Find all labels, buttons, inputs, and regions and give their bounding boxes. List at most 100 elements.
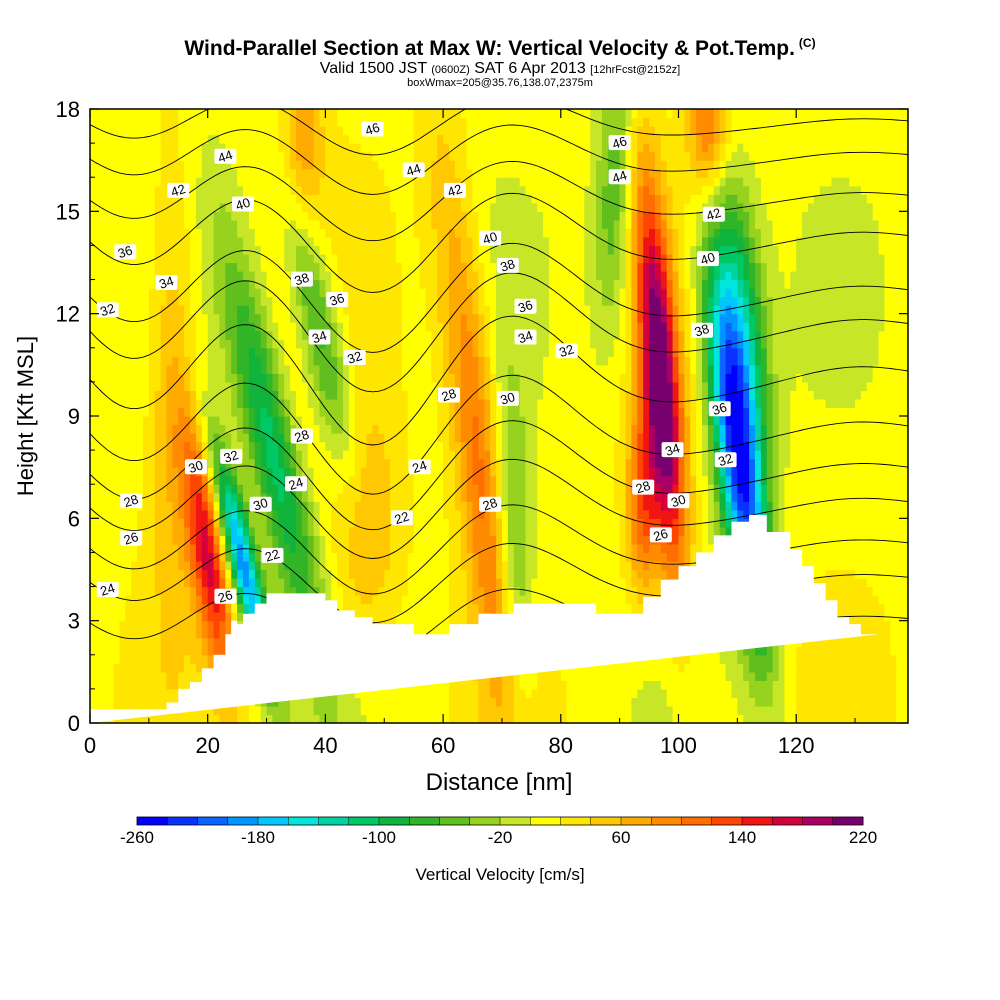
field-cell — [219, 271, 226, 281]
field-cell — [319, 450, 326, 460]
field-cell — [378, 390, 385, 400]
field-cell — [178, 228, 185, 238]
field-cell — [172, 629, 179, 639]
field-cell — [207, 543, 215, 554]
field-cell — [307, 296, 315, 306]
field-cell — [313, 475, 321, 485]
field-cell — [331, 236, 338, 247]
field-cell — [142, 109, 150, 119]
field-cell — [443, 364, 450, 374]
field-cell — [213, 543, 221, 554]
field-cell — [190, 347, 197, 357]
field-cell — [366, 612, 374, 622]
field-cell — [319, 398, 326, 409]
field-cell — [443, 381, 450, 392]
field-cell — [95, 450, 103, 460]
field-cell — [131, 637, 138, 647]
field-cell — [178, 330, 185, 340]
field-cell — [307, 578, 315, 588]
field-cell — [390, 467, 397, 477]
field-cell — [419, 126, 427, 136]
field-cell — [413, 245, 421, 255]
field-cell — [472, 151, 479, 161]
field-cell — [272, 339, 279, 349]
field-cell — [190, 552, 197, 562]
field-cell — [142, 697, 150, 707]
field-cell — [407, 126, 415, 136]
field-cell — [472, 160, 479, 170]
field-cell — [290, 373, 297, 383]
field-cell — [337, 543, 344, 554]
field-cell — [272, 509, 279, 519]
field-cell — [113, 279, 121, 289]
field-cell — [319, 185, 326, 195]
field-cell — [425, 526, 432, 536]
field-cell — [142, 245, 150, 255]
field-cell — [248, 705, 256, 716]
field-cell — [284, 450, 291, 460]
field-cell — [313, 424, 321, 434]
field-cell — [378, 245, 385, 255]
field-cell — [472, 126, 479, 136]
field-cell — [101, 663, 109, 673]
field-cell — [248, 603, 256, 613]
field-cell — [154, 117, 162, 127]
field-cell — [160, 433, 168, 443]
field-cell — [213, 279, 221, 289]
field-cell — [178, 603, 185, 613]
field-cell — [90, 390, 97, 400]
field-cell — [472, 288, 479, 298]
field-cell — [148, 407, 156, 417]
field-cell — [243, 143, 250, 153]
field-cell — [484, 518, 491, 528]
field-cell — [460, 578, 468, 588]
field-cell — [366, 211, 374, 221]
field-cell — [390, 151, 397, 161]
field-cell — [413, 518, 421, 528]
field-cell — [301, 356, 309, 366]
field-cell — [207, 578, 215, 588]
field-cell — [490, 177, 497, 187]
field-cell — [254, 228, 262, 238]
field-cell — [190, 620, 197, 630]
field-cell — [178, 364, 185, 374]
field-cell — [337, 364, 344, 374]
field-cell — [443, 202, 450, 212]
field-cell — [201, 347, 209, 357]
field-cell — [413, 688, 421, 699]
field-cell — [460, 177, 468, 187]
field-cell — [348, 109, 356, 119]
field-cell — [190, 526, 197, 536]
field-cell — [348, 305, 356, 315]
field-cell — [207, 356, 215, 366]
field-cell — [90, 424, 97, 434]
field-cell — [201, 245, 209, 255]
field-cell — [401, 322, 409, 332]
field-cell — [137, 441, 144, 451]
field-cell — [248, 253, 256, 264]
field-cell — [490, 569, 497, 579]
field-cell — [272, 185, 279, 195]
field-cell — [290, 109, 297, 119]
field-cell — [278, 381, 285, 392]
field-cell — [490, 305, 497, 315]
field-cell — [413, 288, 421, 298]
field-cell — [166, 552, 173, 562]
field-cell — [490, 603, 497, 613]
field-cell — [366, 330, 374, 340]
field-cell — [348, 168, 356, 178]
field-cell — [466, 492, 474, 502]
field-cell — [437, 433, 444, 443]
field-cell — [343, 424, 350, 434]
field-cell — [231, 501, 238, 511]
field-cell — [466, 253, 474, 264]
field-cell — [419, 543, 427, 554]
field-cell — [284, 543, 291, 554]
field-cell — [454, 467, 462, 477]
field-cell — [207, 646, 215, 656]
field-cell — [172, 407, 179, 417]
field-cell — [95, 407, 103, 417]
field-cell — [295, 211, 303, 221]
field-cell — [95, 279, 103, 289]
field-cell — [372, 441, 379, 451]
